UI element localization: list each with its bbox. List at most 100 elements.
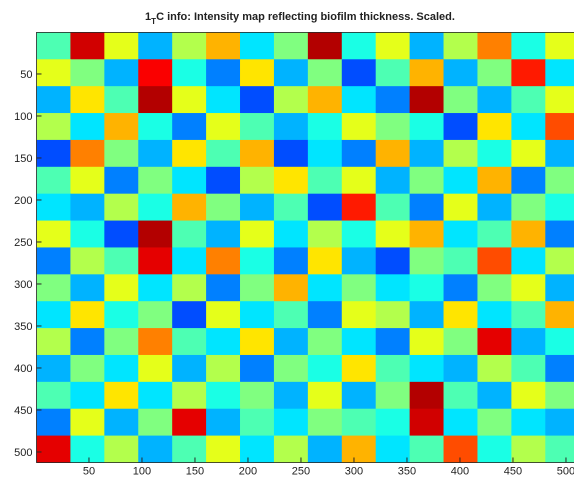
cell (138, 247, 173, 275)
cell (545, 435, 574, 463)
cell (70, 193, 105, 222)
cell (36, 59, 71, 87)
cell (477, 381, 512, 410)
cell (70, 247, 105, 275)
cell (206, 113, 241, 141)
cell (375, 381, 411, 410)
cell (206, 381, 241, 410)
cell (545, 166, 574, 195)
cell (545, 274, 574, 302)
cell (375, 32, 411, 60)
cell (240, 381, 275, 410)
y-tick-label: 100 (14, 111, 32, 123)
y-tick-label: 300 (14, 279, 32, 291)
cell (36, 354, 71, 383)
cell (104, 247, 139, 275)
cell (511, 328, 546, 356)
cell (341, 166, 377, 195)
cell (240, 301, 275, 329)
cell (138, 301, 173, 329)
cell (341, 381, 377, 410)
cell (341, 354, 377, 383)
cell (409, 354, 445, 383)
cell (545, 354, 574, 383)
x-tick-label: 150 (186, 465, 204, 477)
cell (409, 220, 445, 248)
cell (240, 139, 275, 168)
cell (273, 247, 309, 275)
cell (477, 328, 512, 356)
cell (240, 274, 275, 302)
cell (138, 193, 173, 222)
title-rest: C info: Intensity map reflecting biofilm… (156, 11, 455, 23)
cell (375, 354, 411, 383)
cell (70, 32, 105, 60)
x-tick-label: 450 (504, 465, 522, 477)
cell (409, 86, 445, 114)
cell (36, 86, 71, 114)
cell (375, 59, 411, 87)
cell (273, 166, 309, 195)
cell (104, 86, 139, 114)
cell (172, 113, 207, 141)
cell (477, 247, 512, 275)
cell (206, 408, 241, 437)
cell (273, 113, 309, 141)
cell (206, 220, 241, 248)
cell (545, 113, 574, 141)
cell (341, 435, 377, 463)
cell (545, 328, 574, 356)
cell (273, 408, 309, 437)
cell (36, 220, 71, 248)
cell (443, 86, 478, 114)
cell (138, 381, 173, 410)
cell (240, 354, 275, 383)
cell (443, 59, 478, 87)
cell (409, 113, 445, 141)
cell (409, 381, 445, 410)
cell (375, 435, 411, 463)
cell (273, 354, 309, 383)
cell (206, 32, 241, 60)
cell (375, 301, 411, 329)
cell (511, 381, 546, 410)
cell (70, 354, 105, 383)
cell (443, 32, 478, 60)
chart-title: 1TC info: Intensity map reflecting biofi… (145, 11, 455, 26)
cell (511, 59, 546, 87)
cell (36, 274, 71, 302)
cell (307, 247, 343, 275)
cell (443, 113, 478, 141)
cell (443, 274, 478, 302)
cell (307, 354, 343, 383)
cell (511, 247, 546, 275)
cell (104, 354, 139, 383)
cell (240, 408, 275, 437)
x-tick-label: 100 (133, 465, 151, 477)
x-tick-label: 250 (292, 465, 310, 477)
cell (240, 220, 275, 248)
cell (477, 354, 512, 383)
cell (172, 301, 207, 329)
cell (104, 139, 139, 168)
cell (409, 193, 445, 222)
cell (138, 220, 173, 248)
cell (104, 166, 139, 195)
y-tick-label: 400 (14, 363, 32, 375)
cell (375, 247, 411, 275)
cell (104, 381, 139, 410)
cell (206, 274, 241, 302)
cell (206, 247, 241, 275)
cell (240, 247, 275, 275)
cell (409, 301, 445, 329)
cell (240, 32, 275, 60)
cell (70, 301, 105, 329)
cell (138, 328, 173, 356)
cell (36, 166, 71, 195)
cell (477, 166, 512, 195)
cell (104, 435, 139, 463)
cell (341, 301, 377, 329)
cell (477, 435, 512, 463)
cell (36, 32, 71, 60)
